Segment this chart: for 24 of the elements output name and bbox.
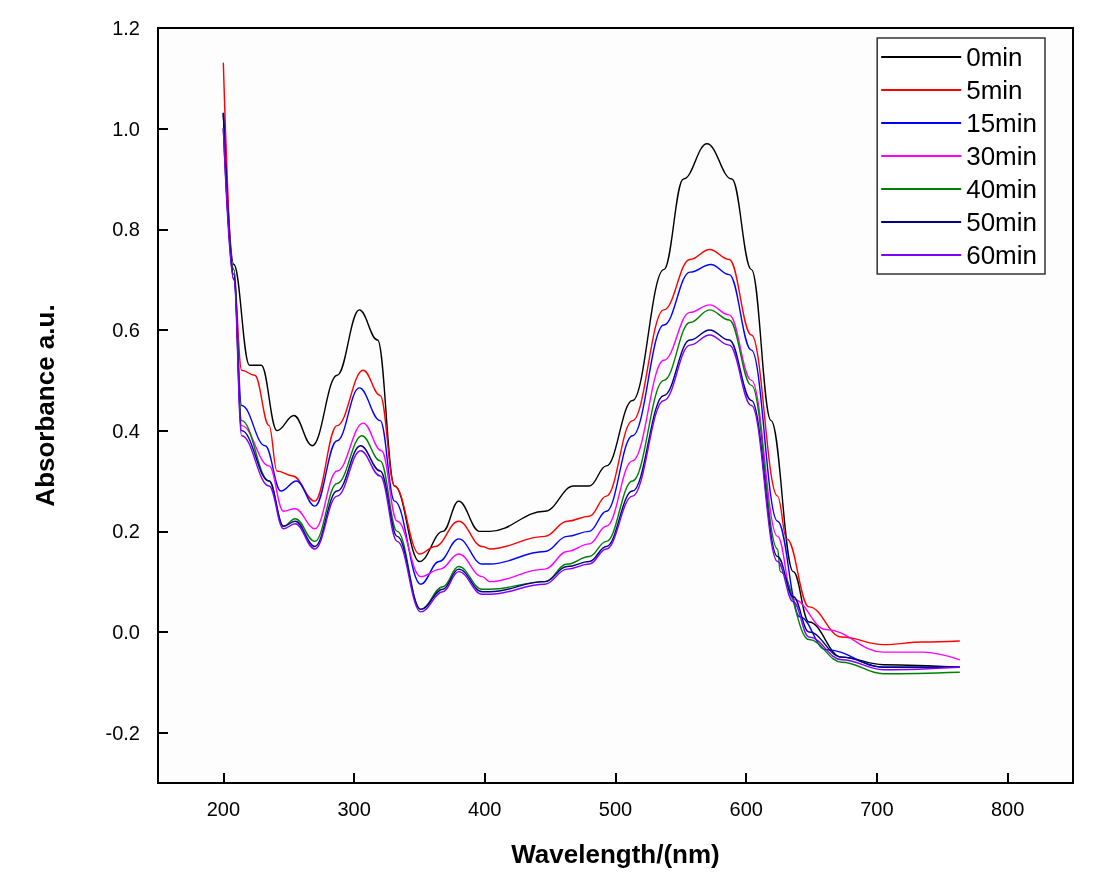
legend-label: 0min — [966, 42, 1023, 72]
x-tick-label: 800 — [990, 798, 1025, 820]
legend-label: 15min — [966, 108, 1038, 138]
y-tick-label: 0.4 — [112, 419, 140, 442]
x-tick-label: 400 — [468, 798, 502, 820]
legend-label: 30min — [966, 141, 1038, 171]
y-tick-label: 0.0 — [112, 621, 140, 643]
x-tick-label: 600 — [729, 798, 763, 820]
legend-label: 50min — [966, 207, 1038, 237]
y-tick-label: 1.2 — [112, 17, 140, 39]
y-tick-label: 1.0 — [112, 117, 140, 140]
x-tick-label: 300 — [337, 798, 371, 820]
y-tick-label: -0.2 — [105, 721, 140, 744]
x-axis-title: Wavelength/(nm) — [511, 839, 720, 869]
legend-label: 5min — [966, 75, 1023, 105]
y-tick-label: 0.6 — [112, 319, 140, 341]
legend-label: 60min — [966, 240, 1038, 270]
x-tick-label: 500 — [598, 798, 633, 820]
x-tick-label: 200 — [206, 798, 241, 820]
y-tick-label: 0.8 — [112, 218, 140, 241]
x-tick-label: 700 — [860, 798, 894, 820]
y-tick-label: 0.2 — [112, 520, 140, 543]
legend-label: 40min — [966, 174, 1038, 204]
y-axis-title: Absorbance a.u. — [30, 304, 60, 507]
